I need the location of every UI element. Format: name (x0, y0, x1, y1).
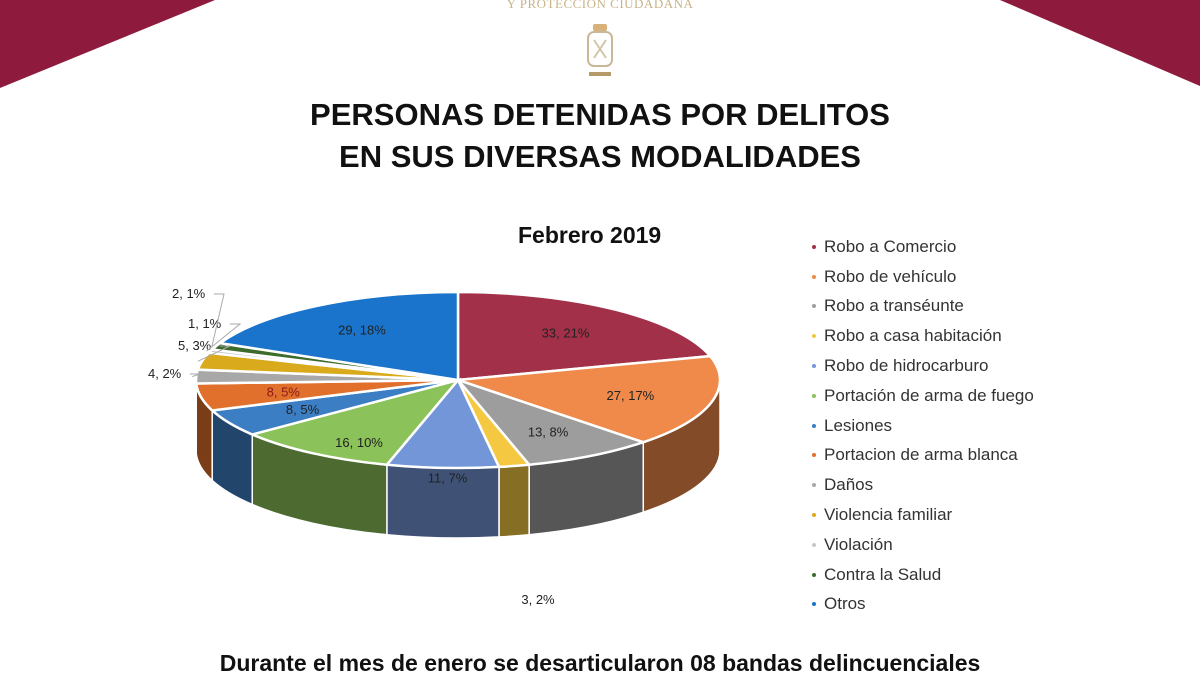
legend-item: Robo a Comercio (812, 232, 1034, 262)
legend-item: Robo de hidrocarburo (812, 351, 1034, 381)
legend-item: Violación (812, 530, 1034, 560)
legend-label: Contra la Salud (824, 565, 941, 585)
corner-decoration-right (1000, 0, 1200, 90)
legend-marker-icon (812, 543, 816, 547)
legend-marker-icon (812, 483, 816, 487)
legend-label: Robo a casa habitación (824, 326, 1002, 346)
legend-label: Violación (824, 535, 893, 555)
data-label: 33, 21% (542, 325, 590, 340)
data-label: 4, 2% (148, 366, 182, 381)
legend-marker-icon (812, 424, 816, 428)
legend-item: Portacion de arma blanca (812, 441, 1034, 471)
legend-marker-icon (812, 602, 816, 606)
data-label: 3, 2% (521, 592, 555, 607)
chart-legend: Robo a Comercio Robo de vehículo Robo a tr… (812, 232, 1034, 619)
data-label: 2, 1% (172, 286, 206, 301)
legend-item: Otros (812, 590, 1034, 620)
pie-slice-side (499, 465, 529, 537)
legend-label: Robo de hidrocarburo (824, 356, 988, 376)
data-label: 1, 1% (188, 316, 222, 331)
data-label: 27, 17% (607, 388, 655, 403)
legend-label: Robo a Comercio (824, 237, 956, 257)
legend-label: Robo a transéunte (824, 296, 964, 316)
data-label: 8, 5% (267, 385, 301, 400)
legend-item: Contra la Salud (812, 560, 1034, 590)
legend-label: Portacion de arma blanca (824, 445, 1018, 465)
legend-marker-icon (812, 453, 816, 457)
data-label: 11, 7% (428, 471, 468, 486)
legend-marker-icon (812, 334, 816, 338)
legend-marker-icon (812, 573, 816, 577)
data-label: 29, 18% (338, 323, 386, 338)
legend-label: Daños (824, 475, 873, 495)
legend-marker-icon (812, 364, 816, 368)
legend-label: Otros (824, 594, 866, 614)
legend-item: Robo de vehículo (812, 262, 1034, 292)
legend-item: Robo a transéunte (812, 292, 1034, 322)
data-label: 16, 10% (335, 435, 383, 450)
legend-label: Robo de vehículo (824, 267, 956, 287)
legend-item: Violencia familiar (812, 500, 1034, 530)
legend-marker-icon (812, 513, 816, 517)
legend-item: Portación de arma de fuego (812, 381, 1034, 411)
legend-item: Lesiones (812, 411, 1034, 441)
data-label: 13, 8% (528, 425, 569, 440)
legend-label: Violencia familiar (824, 505, 952, 525)
legend-label: Lesiones (824, 416, 892, 436)
data-label: 8, 5% (286, 402, 320, 417)
legend-marker-icon (812, 394, 816, 398)
legend-item: Daños (812, 470, 1034, 500)
legend-marker-icon (812, 304, 816, 308)
legend-marker-icon (812, 275, 816, 279)
pie-chart: 33, 21% 27, 17% 13, 8% 3, 2% 11, 7% 16, 10% 8,… (0, 0, 800, 640)
legend-item: Robo a casa habitación (812, 321, 1034, 351)
legend-marker-icon (812, 245, 816, 249)
legend-label: Portación de arma de fuego (824, 386, 1034, 406)
